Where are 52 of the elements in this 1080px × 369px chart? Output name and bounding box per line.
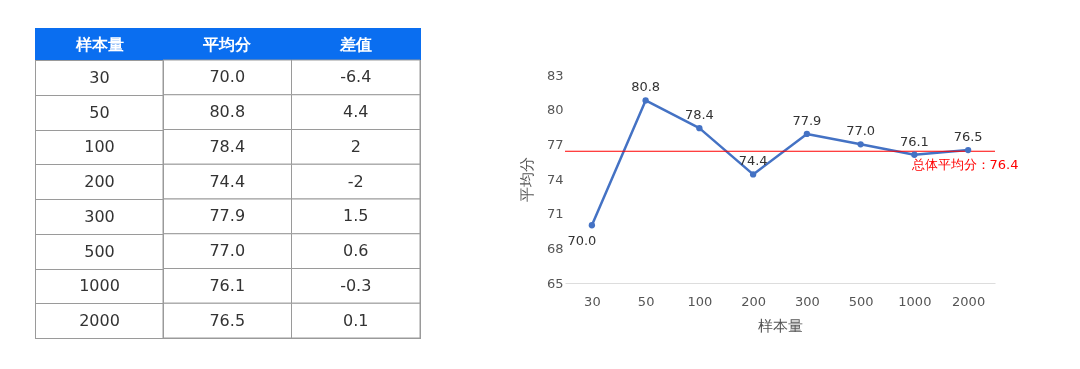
data-label: 77.9 [209, 206, 246, 226]
data-label: 77.0 [209, 241, 246, 261]
data-label: 1.5 [343, 206, 369, 226]
data-label: -6.4 [340, 67, 372, 87]
y-axis-title: 平均分 [517, 157, 536, 202]
data-label: 76.1 [209, 275, 246, 295]
y-axis-title: 样本量 [74, 34, 124, 54]
y-tick-label: 2000 [79, 311, 120, 331]
y-tick-label: 71 [546, 206, 564, 222]
x-tick-label: 差值 [338, 34, 372, 54]
data-label: 74.4 [738, 153, 768, 169]
y-tick-label: 100 [84, 137, 115, 157]
x-tick-label: 30 [584, 293, 601, 309]
data-label: 78.4 [209, 136, 246, 156]
data-label: 2 [350, 136, 361, 156]
y-tick-label: 80 [546, 102, 564, 118]
x-tick-label: 300 [794, 293, 820, 309]
data-label: 76.5 [953, 129, 983, 145]
x-tick-label: 1000 [898, 293, 932, 309]
data-label: -2 [347, 171, 364, 191]
data-label: -0.3 [340, 275, 372, 295]
data-label: 74.4 [209, 171, 246, 191]
y-tick-label: 65 [546, 275, 564, 291]
y-tick-label: 50 [89, 102, 110, 122]
x-axis-title: 样本量 [758, 316, 803, 335]
y-tick-label: 200 [84, 172, 115, 192]
data-label: 70.0 [567, 233, 597, 249]
data-label: 4.4 [343, 102, 369, 122]
y-tick-label: 77 [546, 136, 564, 152]
x-tick-label: 200 [741, 293, 767, 309]
data-label: 76.1 [899, 133, 929, 149]
data-label: 0.6 [343, 241, 369, 261]
y-tick-label: 74 [546, 171, 564, 187]
data-label: 70.0 [209, 67, 246, 87]
y-tick-label: 68 [546, 240, 564, 256]
data-label: 80.8 [631, 79, 661, 95]
y-tick-label: 300 [84, 206, 115, 226]
data-label: 78.4 [684, 107, 714, 123]
data-label: 77.9 [792, 112, 822, 128]
x-tick-label: 2000 [952, 293, 986, 309]
data-label: 0.1 [343, 310, 369, 330]
ref-line-label: 总体平均分：76.4 [910, 157, 1019, 173]
y-tick-label: 83 [546, 67, 564, 83]
x-tick-label: 100 [687, 293, 713, 309]
y-tick-label: 1000 [79, 276, 120, 296]
y-tick-label: 500 [84, 241, 115, 261]
x-tick-label: 500 [848, 293, 874, 309]
y-tick-label: 30 [89, 67, 110, 87]
data-label: 80.8 [209, 102, 246, 122]
x-tick-label: 50 [637, 293, 655, 309]
data-label: 76.5 [209, 310, 246, 330]
data-label: 77.0 [846, 123, 876, 139]
